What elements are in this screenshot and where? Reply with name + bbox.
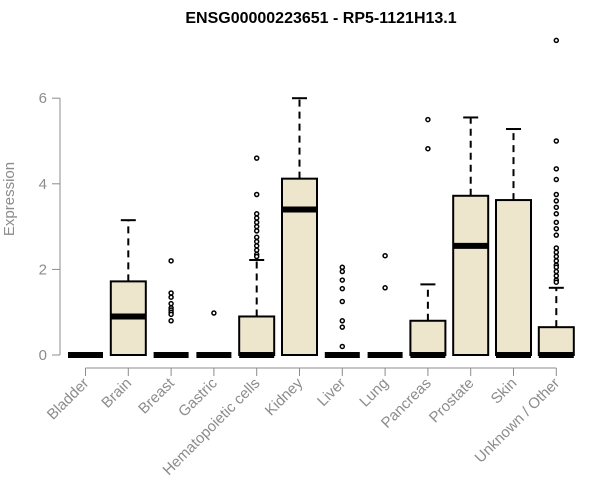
x-category-label: Lung [356, 375, 392, 411]
x-category-label: Bladder [44, 375, 93, 424]
y-tick-label: 4 [39, 176, 47, 193]
box [238, 315, 276, 357]
outlier-point [553, 37, 560, 44]
outlier-point [253, 238, 260, 245]
outlier-point [339, 318, 346, 324]
box [409, 319, 447, 357]
outlier-point [553, 245, 560, 251]
y-axis-label: Expression [1, 162, 18, 236]
x-category-label: Prostate [426, 375, 478, 427]
box-group [153, 258, 189, 358]
x-category-label: Skin [488, 375, 521, 408]
outlier-point [168, 290, 174, 296]
outlier-point [253, 253, 260, 260]
x-category-label: Liver [314, 375, 349, 410]
box-group [495, 128, 532, 358]
y-tick-label: 0 [39, 347, 47, 364]
outlier-point [425, 116, 431, 123]
outlier-point [168, 311, 174, 318]
outlier-point [553, 264, 560, 271]
outlier-point [382, 252, 388, 259]
outlier-point [339, 264, 346, 271]
outlier-point [553, 232, 560, 238]
outlier-point [211, 310, 217, 316]
outlier-point [553, 138, 560, 144]
outlier-point [253, 155, 260, 161]
outlier-point [253, 228, 260, 234]
outlier-point [553, 166, 560, 172]
y-tick-label: 6 [39, 90, 47, 107]
outlier-point [553, 211, 560, 217]
box-group [324, 264, 360, 358]
outlier-point [253, 247, 260, 253]
outlier-point [553, 279, 560, 285]
outlier-point [382, 285, 388, 291]
outlier-point [553, 273, 560, 279]
outlier-point [553, 219, 560, 226]
x-category-label: Kidney [262, 374, 307, 419]
outlier-point [253, 191, 260, 198]
box-group [409, 116, 447, 358]
outlier-point [553, 191, 560, 198]
outlier-point [339, 268, 346, 275]
box [537, 326, 575, 356]
outlier-point [253, 219, 260, 226]
outlier-point [168, 258, 174, 264]
outlier-point [253, 211, 260, 217]
outlier-point [553, 225, 560, 232]
box-group [281, 97, 318, 356]
outlier-point [253, 215, 260, 221]
x-category-label: Breast [135, 374, 178, 417]
box-group [367, 252, 403, 358]
outlier-point [425, 145, 431, 152]
outlier-point [253, 234, 260, 241]
outlier-point [553, 249, 560, 256]
box [452, 194, 490, 356]
chart-title: ENSG00000223651 - RP5-1121H13.1 [185, 10, 456, 27]
outlier-point [339, 285, 346, 292]
outlier-point [553, 204, 560, 211]
box-group [537, 37, 575, 358]
box-group [452, 116, 490, 356]
box-group [238, 155, 276, 358]
outlier-point [553, 258, 560, 264]
outlier-point [339, 298, 346, 305]
x-category-label: Brain [98, 375, 135, 412]
outlier-point [339, 324, 346, 330]
box [281, 177, 318, 356]
outlier-point [339, 277, 346, 283]
outlier-point [168, 294, 174, 300]
outlier-point [553, 176, 560, 183]
outlier-point [553, 268, 560, 275]
plot-area [68, 37, 575, 358]
outlier-point [168, 300, 174, 307]
outlier-point [553, 253, 560, 260]
outlier-point [253, 223, 260, 230]
box [495, 199, 532, 356]
y-axis: 0 2 4 6 [39, 90, 61, 364]
box-group [109, 219, 147, 356]
outlier-point [339, 343, 346, 350]
outlier-point [253, 243, 260, 249]
box-group [196, 310, 232, 358]
outlier-point [553, 198, 560, 204]
outlier-point [168, 318, 174, 324]
y-tick-label: 2 [39, 261, 47, 278]
